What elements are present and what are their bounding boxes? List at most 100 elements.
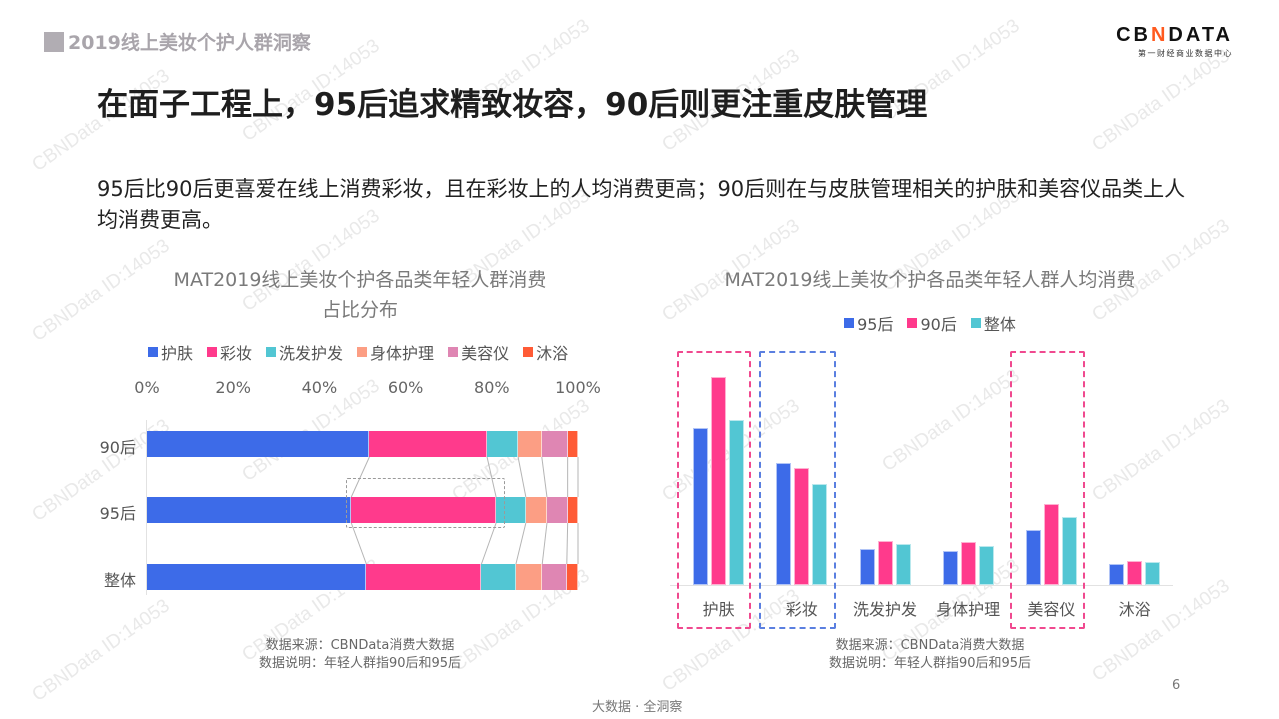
legend-label: 沐浴 (536, 344, 569, 363)
legend-item: 洗发护发 (266, 340, 343, 364)
logo-subtitle: 第一财经商业数据中心 (1138, 49, 1233, 58)
column-bar (1043, 504, 1059, 585)
bar-segment (515, 564, 543, 590)
legend-item: 美容仪 (448, 340, 509, 364)
left-chart-x-axis: 0% 20% 40% 60% 80% 100% (100, 378, 620, 398)
stacked-bar (147, 431, 578, 457)
page-number: 6 (1172, 678, 1181, 693)
legend-swatch-icon (844, 318, 855, 328)
x-tick-label: 20% (215, 378, 251, 397)
bar-segment (487, 431, 519, 457)
bar-segment (496, 497, 526, 523)
cbndata-logo: CBNDATA 第一财经商业数据中心 (1116, 24, 1233, 59)
column-bar (960, 542, 976, 585)
stacked-bar (147, 497, 578, 523)
skincare-highlight-box (677, 351, 751, 629)
x-category-label: 洗发护发 (852, 600, 917, 619)
column-bar (1025, 530, 1041, 585)
column-bar (859, 549, 875, 585)
bar-segment (518, 431, 542, 457)
legend-item: 护肤 (148, 340, 193, 364)
x-tick-label: 80% (474, 378, 510, 397)
y-category-label: 95后 (99, 504, 136, 523)
legend-swatch-icon (448, 347, 459, 357)
stacked-bar (147, 564, 578, 590)
legend-swatch-icon (266, 347, 277, 357)
section-marker-icon (44, 32, 64, 52)
bar-segment (369, 431, 488, 457)
section-title: 2019线上美妆个护人群洞察 (68, 32, 311, 54)
x-tick-label: 40% (301, 378, 338, 397)
legend-label: 美容仪 (461, 344, 510, 363)
legend-label: 95后 (857, 315, 894, 334)
column-bar (776, 463, 792, 585)
watermark-text: CBNData ID:14053 (1088, 45, 1234, 156)
left-axis-line (146, 420, 147, 595)
makeup-highlight-box (346, 478, 505, 528)
legend-swatch-icon (207, 347, 218, 357)
x-category-label: 身体护理 (936, 600, 1001, 619)
makeup-highlight-box-right (759, 351, 836, 629)
x-tick-label: 100% (555, 378, 601, 397)
column-bar (693, 428, 709, 585)
x-tick-label: 0% (134, 378, 160, 397)
y-category-label: 90后 (99, 438, 136, 457)
x-tick-label: 60% (387, 378, 424, 397)
legend-label: 护肤 (161, 344, 194, 363)
bar-segment (566, 564, 578, 590)
legend-swatch-icon (523, 347, 534, 357)
legend-item: 90后 (907, 311, 957, 335)
x-category-label: 美容仪 (1027, 600, 1076, 619)
column-bar (978, 546, 994, 585)
left-chart: MAT2019线上美妆个护各品类年轻人群消费 占比分布 护肤 彩妆 洗发护发 身体护理… (100, 265, 620, 685)
summary-text: 95后比90后更喜爱在线上消费彩妆，且在彩妆上的人均消费更高；90后则在与皮肤管… (97, 177, 1186, 232)
x-category-label: 护肤 (702, 600, 735, 619)
right-chart-title: MAT2019线上美妆个护各品类年轻人群人均消费 (724, 269, 1136, 291)
legend-item: 95后 (844, 311, 893, 335)
legend-label: 整体 (983, 315, 1016, 334)
x-category-label: 沐浴 (1118, 600, 1151, 619)
legend-item: 身体护理 (357, 340, 434, 364)
left-chart-legend: 护肤 彩妆 洗发护发 身体护理 美容仪 沐浴 (148, 340, 568, 364)
bar-segment (567, 431, 578, 457)
column-bar (794, 468, 810, 585)
column-bar (729, 420, 745, 585)
column-bar (942, 551, 958, 585)
legend-item: 沐浴 (523, 340, 568, 364)
column-bar (1145, 562, 1161, 585)
column-bar (1127, 561, 1143, 585)
legend-label: 彩妆 (220, 344, 253, 363)
column-bar (877, 541, 893, 585)
column-bar (711, 377, 727, 585)
right-chart-notes: 数据来源：CBNData消费大数据 数据说明：年轻人群指90后和95后 (828, 638, 1032, 671)
bar-segment (366, 564, 482, 590)
page-headline: 在面子工程上，95后追求精致妆容，90后则更注重皮肤管理 (97, 87, 928, 123)
bar-segment (481, 564, 516, 590)
y-category-label: 整体 (103, 571, 136, 590)
legend-swatch-icon (970, 318, 981, 328)
bar-segment (567, 497, 578, 523)
legend-swatch-icon (148, 347, 158, 357)
right-chart-legend: 95后 90后 整体 (660, 311, 1200, 335)
footer-slogan: 大数据 · 全洞察 (592, 700, 683, 715)
column-bar (812, 484, 828, 585)
legend-item: 彩妆 (207, 340, 252, 364)
legend-label: 身体护理 (370, 344, 435, 363)
logo-wordmark: CBNDATA (1116, 24, 1233, 46)
bar-segment (541, 431, 568, 457)
column-bar (1061, 517, 1077, 585)
bar-segment (546, 497, 568, 523)
right-axis-line (670, 585, 1173, 586)
bar-segment (147, 564, 367, 590)
bar-segment (542, 564, 567, 590)
bar-segment (525, 497, 547, 523)
bar-segment (147, 497, 352, 523)
column-bar (895, 544, 911, 585)
x-category-label: 彩妆 (785, 600, 818, 619)
legend-swatch-icon (907, 318, 918, 328)
left-chart-connectors (350, 456, 579, 565)
legend-label: 洗发护发 (279, 344, 344, 363)
legend-item: 整体 (970, 311, 1016, 335)
bar-segment (351, 497, 497, 523)
legend-swatch-icon (357, 347, 368, 357)
